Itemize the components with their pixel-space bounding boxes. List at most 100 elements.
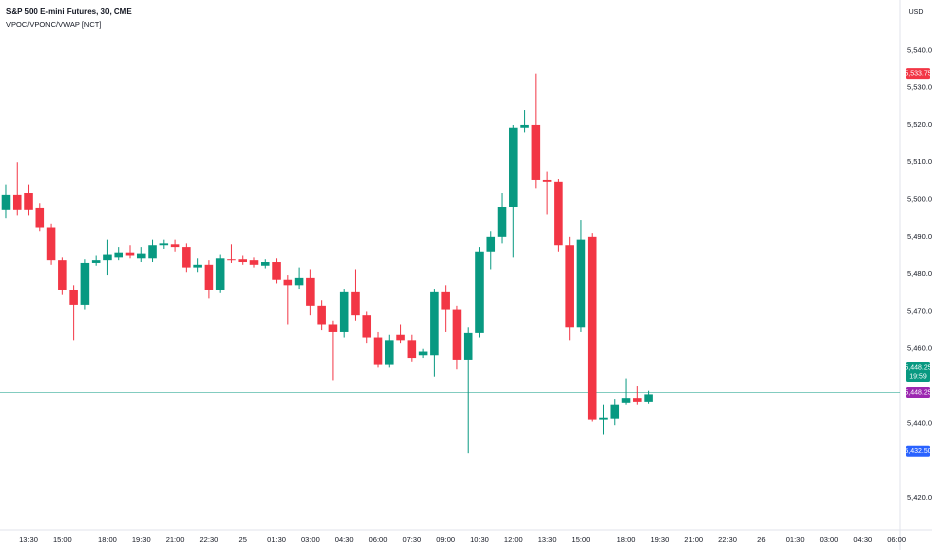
candle-body xyxy=(430,291,439,356)
candle-body xyxy=(418,351,428,356)
x-tick-label: 04:30 xyxy=(335,535,354,544)
price-label: 5,448.25 xyxy=(904,389,931,396)
price-label-box xyxy=(906,362,930,383)
candle-body xyxy=(509,127,518,208)
x-tick-label: 13:30 xyxy=(538,535,557,544)
x-tick-label: 22:30 xyxy=(200,535,219,544)
y-tick-label: 5,520.00 xyxy=(907,120,932,129)
candle-body xyxy=(587,236,597,420)
x-tick-label: 21:00 xyxy=(684,535,703,544)
x-tick-label: 10:30 xyxy=(470,535,489,544)
x-tick-label: 04:30 xyxy=(853,535,872,544)
candle-body xyxy=(159,243,169,246)
candle-body xyxy=(554,181,563,246)
y-tick-label: 5,440.00 xyxy=(907,418,932,427)
candle-body xyxy=(103,254,112,261)
x-tick-label: 06:00 xyxy=(887,535,906,544)
candle-body xyxy=(599,417,608,420)
candle-body xyxy=(328,324,338,332)
candle-body xyxy=(576,239,586,328)
candle-body xyxy=(610,404,620,419)
candle-body xyxy=(46,227,56,261)
candle-body xyxy=(644,394,653,402)
x-tick-label: 26 xyxy=(757,535,765,544)
candle-body xyxy=(193,264,202,268)
candle-body xyxy=(12,194,22,210)
x-tick-label: 06:00 xyxy=(369,535,388,544)
candle-body xyxy=(531,124,541,180)
x-tick-label: 15:00 xyxy=(572,535,591,544)
candle-body xyxy=(463,332,473,360)
price-label: 5,448.25 xyxy=(904,364,931,371)
candle-body xyxy=(148,245,157,259)
candle-body xyxy=(182,247,191,268)
candle-body xyxy=(91,260,101,263)
candle-body xyxy=(35,207,45,228)
x-tick-label: 12:00 xyxy=(504,535,523,544)
candle-body xyxy=(283,279,293,286)
candle-body xyxy=(69,289,78,305)
candle-body xyxy=(249,260,259,265)
countdown: 19:59 xyxy=(909,373,927,380)
candle-body xyxy=(170,244,180,248)
price-label-box xyxy=(906,68,930,80)
candle-body xyxy=(260,262,270,266)
candle-body xyxy=(520,124,529,128)
candle-body xyxy=(486,236,496,252)
candle-body xyxy=(114,252,123,258)
candle-body xyxy=(351,291,360,316)
candle-body xyxy=(362,315,372,338)
candle-body xyxy=(441,291,450,310)
x-tick-label: 07:30 xyxy=(402,535,421,544)
candle-body xyxy=(396,334,405,341)
x-tick-label: 01:30 xyxy=(267,535,286,544)
candle-body xyxy=(385,340,394,365)
y-tick-label: 5,420.00 xyxy=(907,493,932,502)
candle-body xyxy=(565,245,574,328)
y-tick-label: 5,460.00 xyxy=(907,344,932,353)
price-label: 5,432.50 xyxy=(904,448,931,455)
candle-body xyxy=(373,337,383,365)
candle-body xyxy=(306,277,315,306)
price-label-box xyxy=(906,387,930,399)
y-tick-label: 5,490.00 xyxy=(907,232,932,241)
candle-body xyxy=(136,253,146,259)
x-tick-label: 15:00 xyxy=(53,535,72,544)
y-tick-label: 5,480.00 xyxy=(907,269,932,278)
x-tick-label: 03:00 xyxy=(301,535,320,544)
candle-body xyxy=(24,193,33,210)
candle-body xyxy=(317,305,326,325)
x-tick-label: 03:00 xyxy=(820,535,839,544)
x-tick-label: 18:00 xyxy=(617,535,636,544)
candle-body xyxy=(475,251,484,333)
x-tick-label: 22:30 xyxy=(718,535,737,544)
indicator-name[interactable]: VPOC/VPONC/VWAP [NCT] xyxy=(6,20,101,29)
price-label-box xyxy=(906,445,930,457)
x-tick-label: 25 xyxy=(239,535,247,544)
candle-body xyxy=(339,291,349,332)
candle-body xyxy=(294,277,304,286)
candle-body xyxy=(1,194,11,210)
candle-body xyxy=(452,309,462,360)
price-label: 5,533.75 xyxy=(904,71,931,78)
y-tick-label: 5,510.00 xyxy=(907,157,932,166)
candle-body xyxy=(621,398,631,403)
currency[interactable]: USD xyxy=(909,9,924,16)
x-tick-label: 09:00 xyxy=(436,535,455,544)
candle-body xyxy=(215,258,225,290)
x-tick-label: 21:00 xyxy=(166,535,185,544)
chart-title: S&P 500 E-mini Futures, 30, CME xyxy=(6,7,132,16)
candle-body xyxy=(407,340,417,359)
y-tick-label: 5,540.00 xyxy=(907,45,932,54)
candle-body xyxy=(58,260,67,290)
x-tick-label: 13:30 xyxy=(19,535,38,544)
x-tick-label: 19:30 xyxy=(650,535,669,544)
x-tick-label: 19:30 xyxy=(132,535,151,544)
candle-body xyxy=(227,259,236,261)
candle-body xyxy=(633,398,642,402)
candle-body xyxy=(238,259,248,263)
candle-body xyxy=(125,252,135,256)
x-tick-label: 18:00 xyxy=(98,535,117,544)
